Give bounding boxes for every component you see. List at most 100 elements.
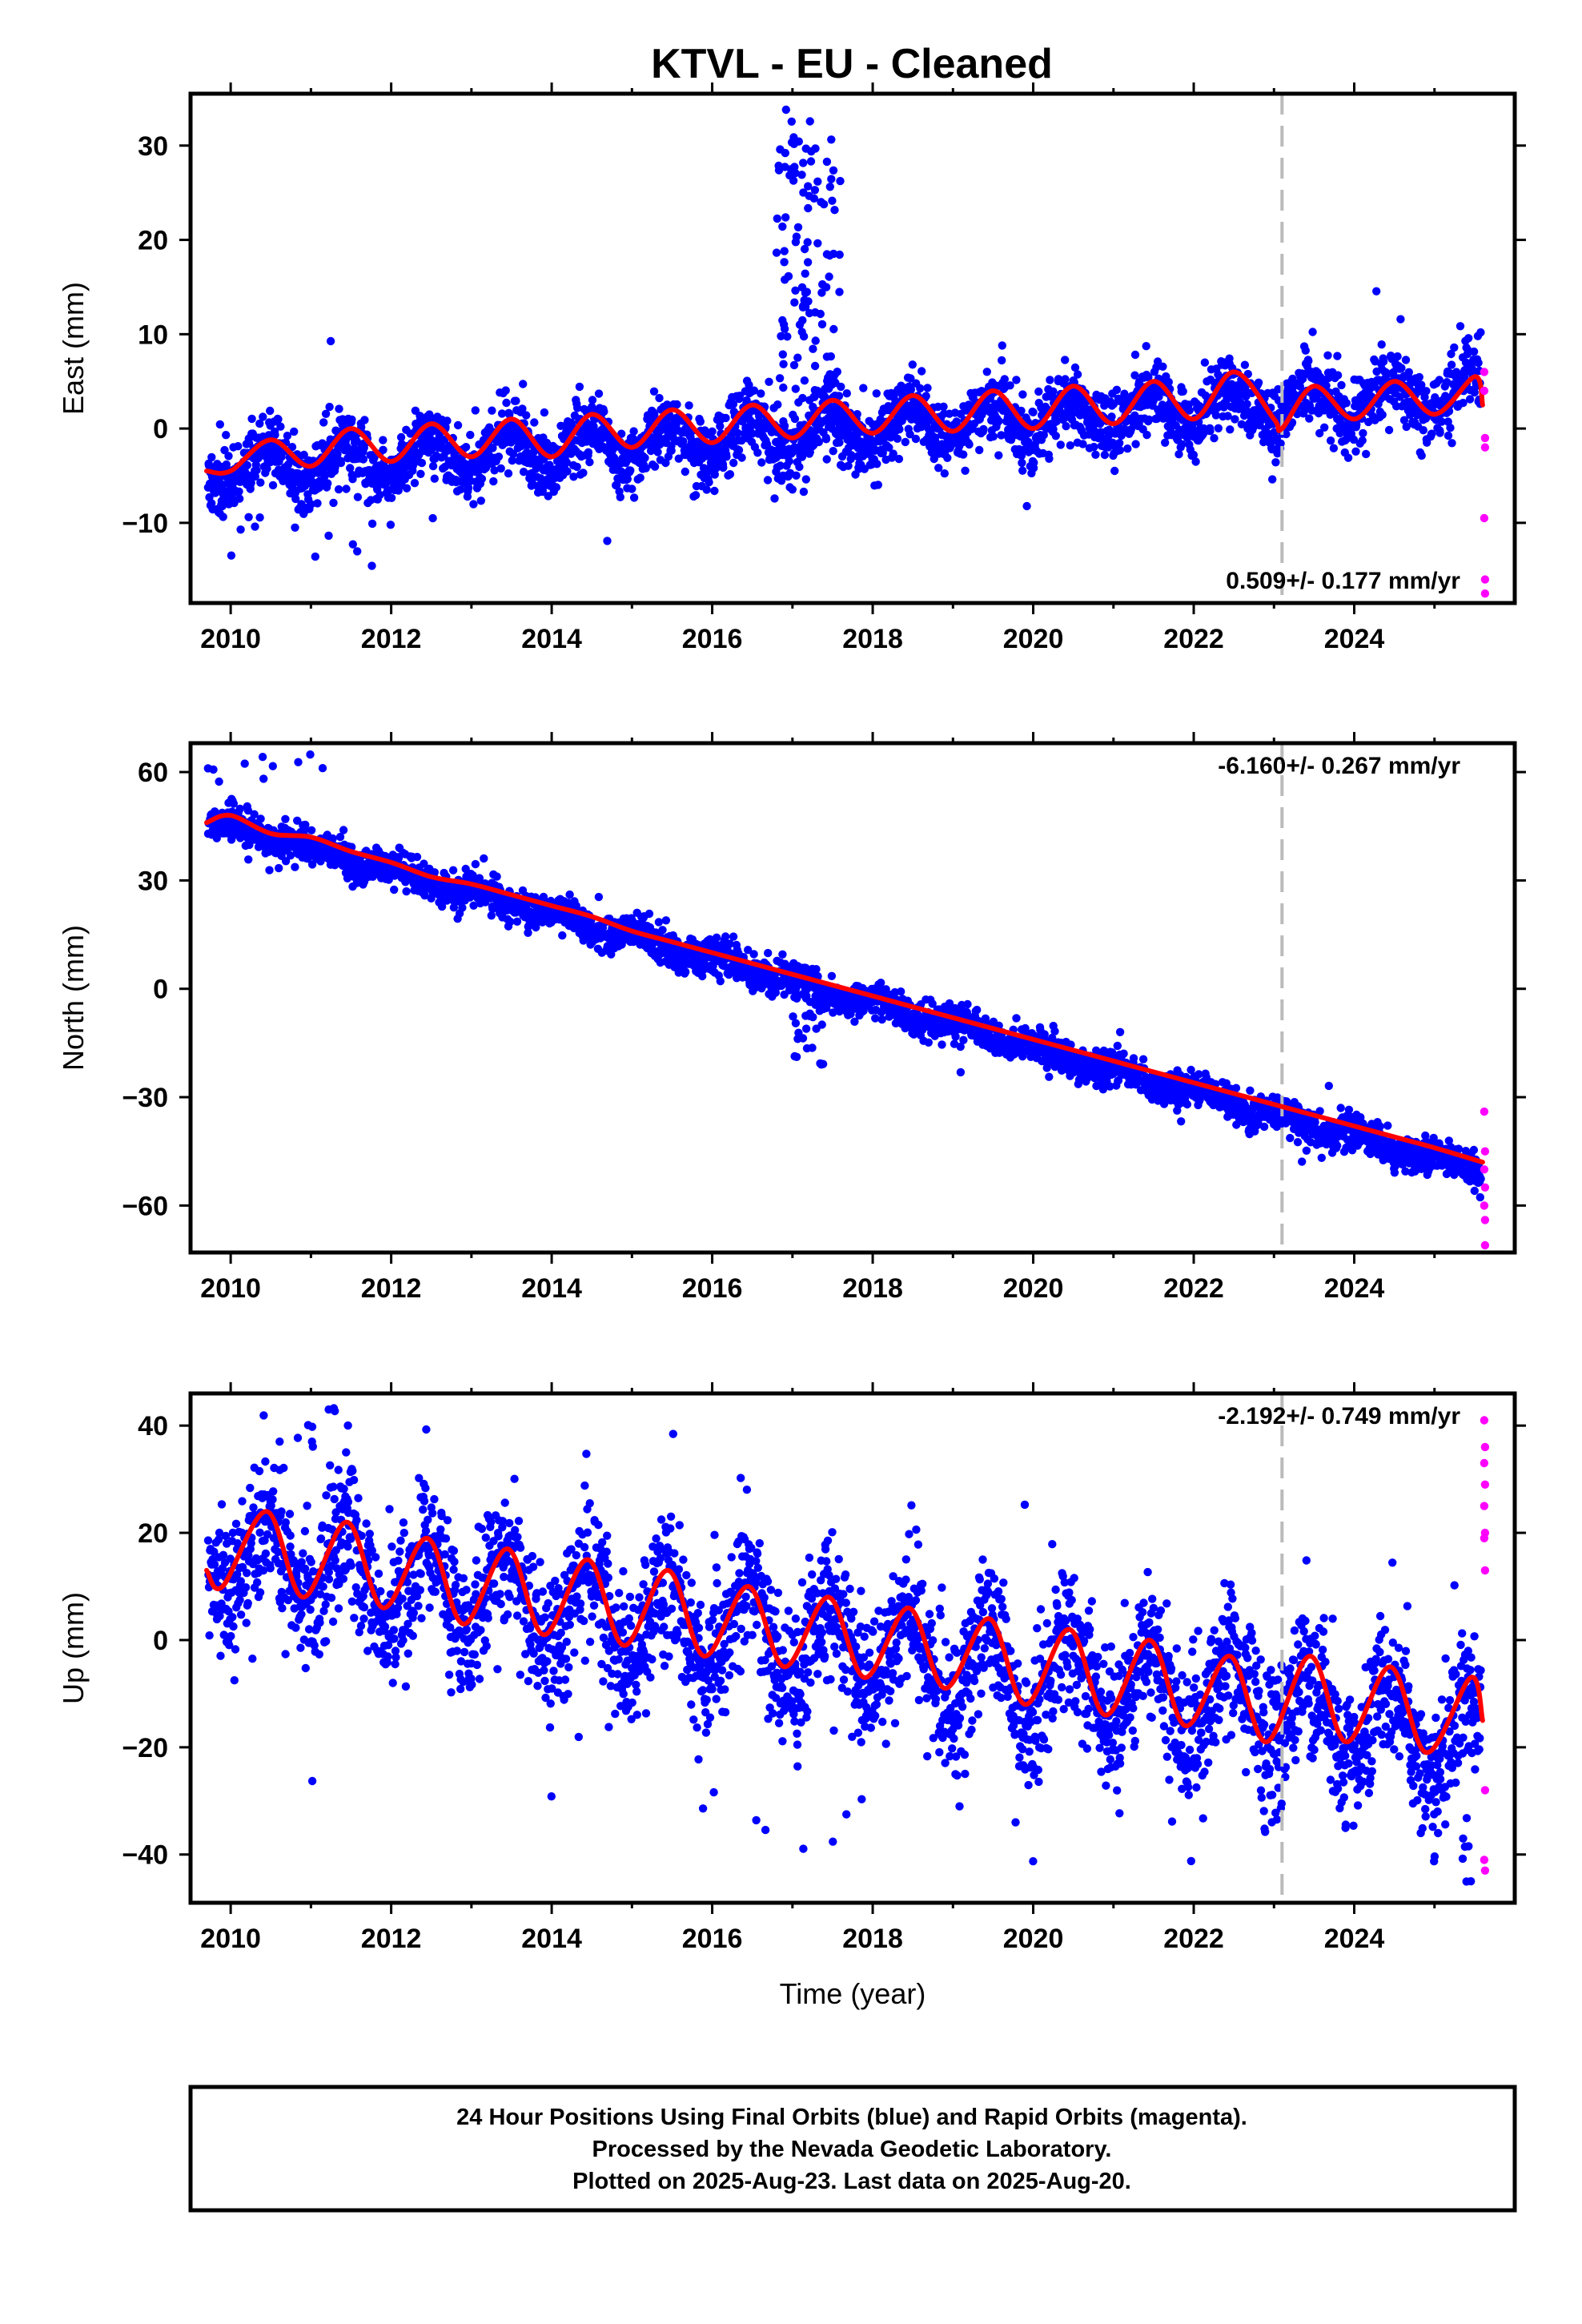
final-point [251,522,259,531]
final-point [501,386,510,395]
final-point [416,469,425,478]
final-point [1154,392,1163,401]
final-point [803,258,813,267]
final-point [328,834,337,843]
final-point [1120,389,1129,398]
final-point [965,440,974,449]
final-point [430,868,439,877]
final-point [775,374,785,383]
final-point [776,145,785,154]
final-point [1435,428,1444,437]
final-point [600,407,608,416]
final-point [1393,352,1402,361]
final-point [417,458,427,468]
final-point [791,384,800,393]
final-point [776,461,785,470]
final-point [518,404,527,413]
final-point [440,436,449,444]
panels: 2010 2012 2014 2016 2018 2020 2022 2024−1001020… [57,82,1526,2010]
final-point [1061,375,1070,384]
final-point [801,475,810,484]
final-point [878,448,888,457]
final-point [1006,381,1014,390]
final-point [817,288,826,297]
final-point [469,901,478,911]
model-line [204,369,1485,476]
y-tick-label: 30 [138,131,168,162]
final-point [859,384,868,392]
final-point [204,460,214,470]
final-point [1018,458,1026,468]
y-tick-label: 20 [138,226,168,256]
final-point [930,454,938,464]
final-point [324,531,333,541]
final-point [246,485,255,493]
final-point [805,396,814,404]
final-point [939,402,948,411]
final-point [1070,363,1080,372]
final-point [1142,342,1150,351]
final-point [787,117,796,126]
final-point [458,903,467,912]
final-point [1308,328,1317,336]
final-point [785,456,793,466]
final-point [224,452,233,460]
final-point [1022,501,1031,511]
final-point [464,484,473,493]
final-point [893,434,902,443]
final-point [685,401,693,410]
final-point [1130,350,1140,360]
final-point [789,360,799,370]
rapid-point [1480,433,1490,443]
final-point [532,923,540,932]
final-point [805,308,814,318]
final-point [628,485,636,493]
final-point [594,389,604,398]
final-point [916,384,925,393]
x-tick-label: 2022 [1163,624,1224,654]
final-point [1178,387,1187,396]
final-point [827,135,836,144]
final-point [307,500,315,509]
final-point [828,196,837,205]
final-point [783,332,792,341]
final-point [835,250,844,259]
final-point [412,852,422,862]
final-point [335,404,343,413]
final-point [829,376,838,385]
final-point [709,962,717,971]
final-point [612,480,621,489]
final-point [1329,444,1339,452]
final-point [626,466,635,475]
final-point [789,139,798,148]
final-point [235,804,244,814]
final-point [1404,368,1414,376]
final-point [569,472,578,481]
final-point [348,540,357,549]
final-point [710,470,719,479]
final-point [334,485,343,494]
final-point [729,400,738,408]
final-point [1379,357,1388,366]
final-point [1474,358,1483,368]
final-point [737,453,746,462]
final-point [430,474,439,483]
rapid-point [1480,386,1489,396]
final-point [679,436,688,446]
final-point [508,449,518,459]
final-point [588,396,597,404]
final-point [1107,412,1116,421]
final-point [906,385,916,394]
final-point [562,458,572,467]
final-point [1443,431,1453,440]
final-point [291,494,300,504]
y-tick-label: −10 [122,509,168,539]
final-point [641,464,650,472]
final-point [1018,466,1027,475]
final-point [255,419,264,428]
final-point [1000,375,1010,384]
final-point [661,458,670,468]
final-point [906,374,915,383]
final-point [1191,457,1200,466]
final-point [982,368,992,376]
